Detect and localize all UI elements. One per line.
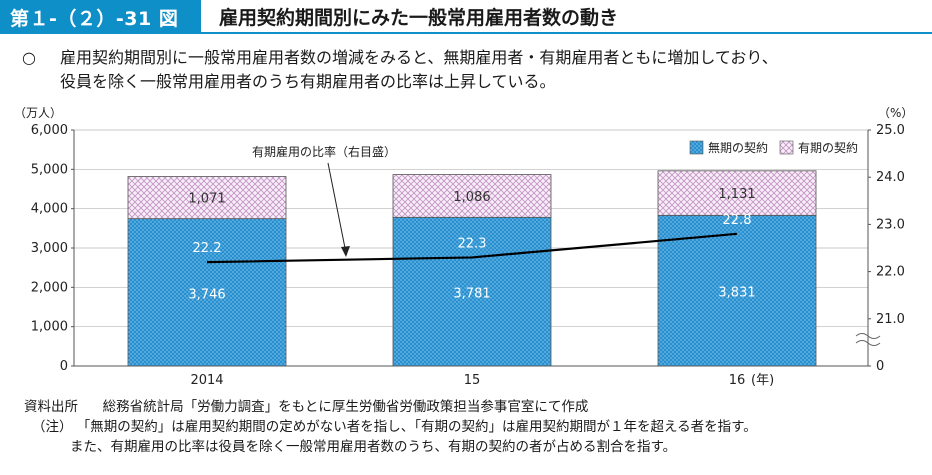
- left-tick-label: 1,000: [31, 320, 68, 335]
- summary-bullet: ○: [22, 48, 36, 67]
- source-label: 資料出所: [24, 399, 78, 415]
- source-body: 総務省統計局「労働力調査」をもとに厚生労働省労働政策担当参事官室にて作成: [102, 399, 589, 415]
- left-tick-label: 4,000: [31, 202, 68, 217]
- bar-permanent: [657, 214, 817, 367]
- x-tick-label: 2014: [190, 373, 223, 388]
- x-tick-label: 15: [464, 373, 481, 388]
- left-tick-label: 3,000: [31, 241, 68, 256]
- bar-fixed-term: [127, 176, 287, 220]
- bar-permanent-label: 3,746: [188, 287, 225, 302]
- legend-swatch-fixed-term: [779, 140, 794, 155]
- line-annotation: 有期雇用の比率（右目盛）: [252, 144, 396, 159]
- legend-swatch-permanent: [689, 140, 704, 155]
- right-axis-unit: （%）: [878, 106, 913, 120]
- summary-text: ○ 雇用契約期間別に一般常用雇用者数の増減をみると、無期雇用者・有期雇用者ともに増…: [22, 46, 922, 94]
- axis-break-mark: [855, 333, 881, 346]
- note-label: （注）: [32, 419, 73, 435]
- legend-label-permanent: 無期の契約: [708, 140, 768, 155]
- ratio-label: 22.3: [458, 236, 487, 251]
- right-tick-label: 25.0: [876, 123, 905, 138]
- bar-fixed-term: [392, 174, 552, 218]
- left-axis-unit: （万人）: [14, 106, 62, 120]
- note-line-2: また、有期雇用の比率は役員を除く一般常用雇用者数のうち、有期の契約の者が占める割…: [70, 439, 677, 455]
- annotation-arrow-head: [341, 246, 350, 257]
- figure-title: 雇用契約期間別にみた一般常用雇用者数の動き: [201, 0, 932, 34]
- left-tick-label: 0: [60, 359, 68, 374]
- ratio-line: [206, 232, 738, 264]
- source-text: 資料出所 総務省統計局「労働力調査」をもとに厚生労働省労働政策担当参事官室にて作…: [24, 397, 924, 417]
- x-tick-label: 16: [729, 373, 746, 388]
- x-axis-unit: (年): [751, 373, 774, 388]
- ratio-label: 22.2: [193, 241, 222, 256]
- right-tick-label: 0: [876, 359, 884, 374]
- bar-permanent-label: 3,781: [453, 287, 490, 302]
- right-tick-label: 24.0: [876, 170, 905, 185]
- bar-permanent-label: 3,831: [718, 286, 755, 301]
- bar-fixed-term-label: 1,131: [718, 187, 755, 202]
- annotation-arrow: [327, 162, 347, 254]
- legend-label-fixed-term: 有期の契約: [798, 140, 858, 155]
- left-tick-label: 2,000: [31, 280, 68, 295]
- right-tick-label: 22.0: [876, 265, 905, 280]
- bar-fixed-term: [657, 170, 817, 216]
- figure-label: 第１-（２）-31 図: [0, 0, 201, 34]
- note-text: （注） 「無期の契約」は雇用契約期間の定めがない者を指し、「有期の契約」は雇用契…: [32, 417, 922, 457]
- left-tick-label: 6,000: [31, 123, 68, 138]
- right-tick-label: 23.0: [876, 217, 905, 232]
- right-tick-label: 21.0: [876, 312, 905, 327]
- note-line-1: 「無期の契約」は雇用契約期間の定めがない者を指し、「有期の契約」は雇用契約期間が…: [76, 419, 757, 435]
- ratio-label: 22.8: [723, 213, 752, 228]
- left-tick-label: 5,000: [31, 162, 68, 177]
- summary-line-2: 役員を除く一般常用雇用者のうち有期雇用者の比率は上昇している。: [60, 72, 556, 91]
- bar-fixed-term-label: 1,071: [188, 192, 225, 207]
- bar-permanent: [392, 216, 552, 367]
- employment-chart: 6,000 5,000 4,000 3,000 2,000 1,000 0 （万人） 25.0 2…: [14, 106, 913, 388]
- bar-permanent: [127, 218, 287, 367]
- summary-line-1: 雇用契約期間別に一般常用雇用者数の増減をみると、無期雇用者・有期雇用者ともに増加…: [60, 48, 778, 67]
- bar-fixed-term-label: 1,086: [453, 190, 490, 205]
- figure-header: 第１-（２）-31 図 雇用契約期間別にみた一般常用雇用者数の動き: [0, 0, 932, 36]
